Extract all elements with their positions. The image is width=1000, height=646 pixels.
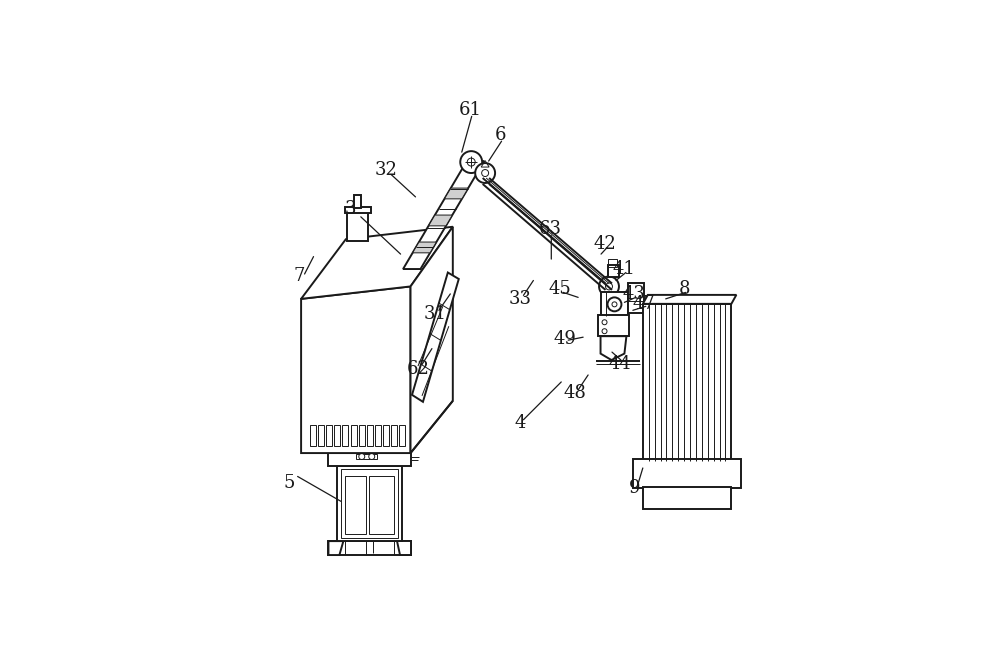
Circle shape: [369, 453, 375, 459]
Bar: [608, 259, 617, 267]
Bar: [633, 459, 741, 488]
Text: 8: 8: [678, 280, 690, 298]
Bar: [643, 304, 731, 461]
Bar: [359, 424, 365, 446]
Circle shape: [359, 453, 365, 459]
Bar: [345, 207, 371, 213]
Bar: [354, 195, 361, 208]
Text: 41: 41: [613, 260, 636, 278]
Bar: [601, 293, 628, 317]
Text: 33: 33: [508, 290, 531, 308]
Bar: [643, 487, 731, 509]
Bar: [383, 424, 389, 446]
Polygon shape: [444, 188, 468, 199]
Circle shape: [606, 283, 612, 290]
Polygon shape: [413, 242, 436, 253]
Text: 47: 47: [633, 295, 656, 313]
Bar: [334, 424, 340, 446]
Bar: [628, 284, 644, 313]
Polygon shape: [412, 273, 459, 402]
Circle shape: [482, 169, 489, 176]
Polygon shape: [328, 541, 411, 555]
Bar: [318, 424, 324, 446]
Bar: [399, 424, 405, 446]
Text: 62: 62: [407, 360, 429, 377]
Polygon shape: [411, 227, 453, 453]
Text: 49: 49: [553, 329, 576, 348]
Circle shape: [602, 329, 607, 334]
Text: 31: 31: [424, 305, 447, 323]
Bar: [598, 315, 629, 336]
Bar: [326, 424, 332, 446]
Polygon shape: [429, 215, 452, 226]
Circle shape: [608, 297, 621, 311]
Polygon shape: [643, 295, 736, 304]
Polygon shape: [328, 453, 411, 466]
Text: 9: 9: [629, 479, 640, 497]
Circle shape: [460, 151, 482, 173]
Bar: [347, 212, 368, 241]
Bar: [608, 265, 619, 278]
Text: 42: 42: [593, 235, 616, 253]
Polygon shape: [301, 286, 411, 453]
Text: 4: 4: [514, 414, 526, 432]
Circle shape: [467, 158, 475, 166]
Polygon shape: [403, 161, 484, 269]
Circle shape: [602, 320, 607, 325]
Text: 3: 3: [345, 200, 357, 218]
Bar: [367, 424, 373, 446]
Bar: [375, 424, 381, 446]
Bar: [391, 424, 397, 446]
Text: 7: 7: [294, 267, 305, 286]
Text: 32: 32: [374, 161, 397, 178]
Text: 5: 5: [284, 474, 295, 492]
Text: 6: 6: [494, 126, 506, 143]
Bar: [310, 424, 316, 446]
Text: 48: 48: [563, 384, 586, 402]
Bar: [351, 424, 357, 446]
Polygon shape: [337, 466, 402, 541]
Text: 43: 43: [623, 285, 646, 303]
Text: 63: 63: [538, 220, 561, 238]
Text: 44: 44: [608, 355, 631, 373]
Text: 61: 61: [459, 101, 482, 119]
Circle shape: [599, 276, 619, 297]
Circle shape: [475, 163, 495, 183]
Polygon shape: [301, 227, 453, 299]
Text: 45: 45: [548, 280, 571, 298]
Bar: [342, 424, 348, 446]
Polygon shape: [601, 336, 626, 360]
Polygon shape: [397, 541, 411, 555]
Polygon shape: [328, 541, 343, 555]
Circle shape: [612, 302, 617, 307]
